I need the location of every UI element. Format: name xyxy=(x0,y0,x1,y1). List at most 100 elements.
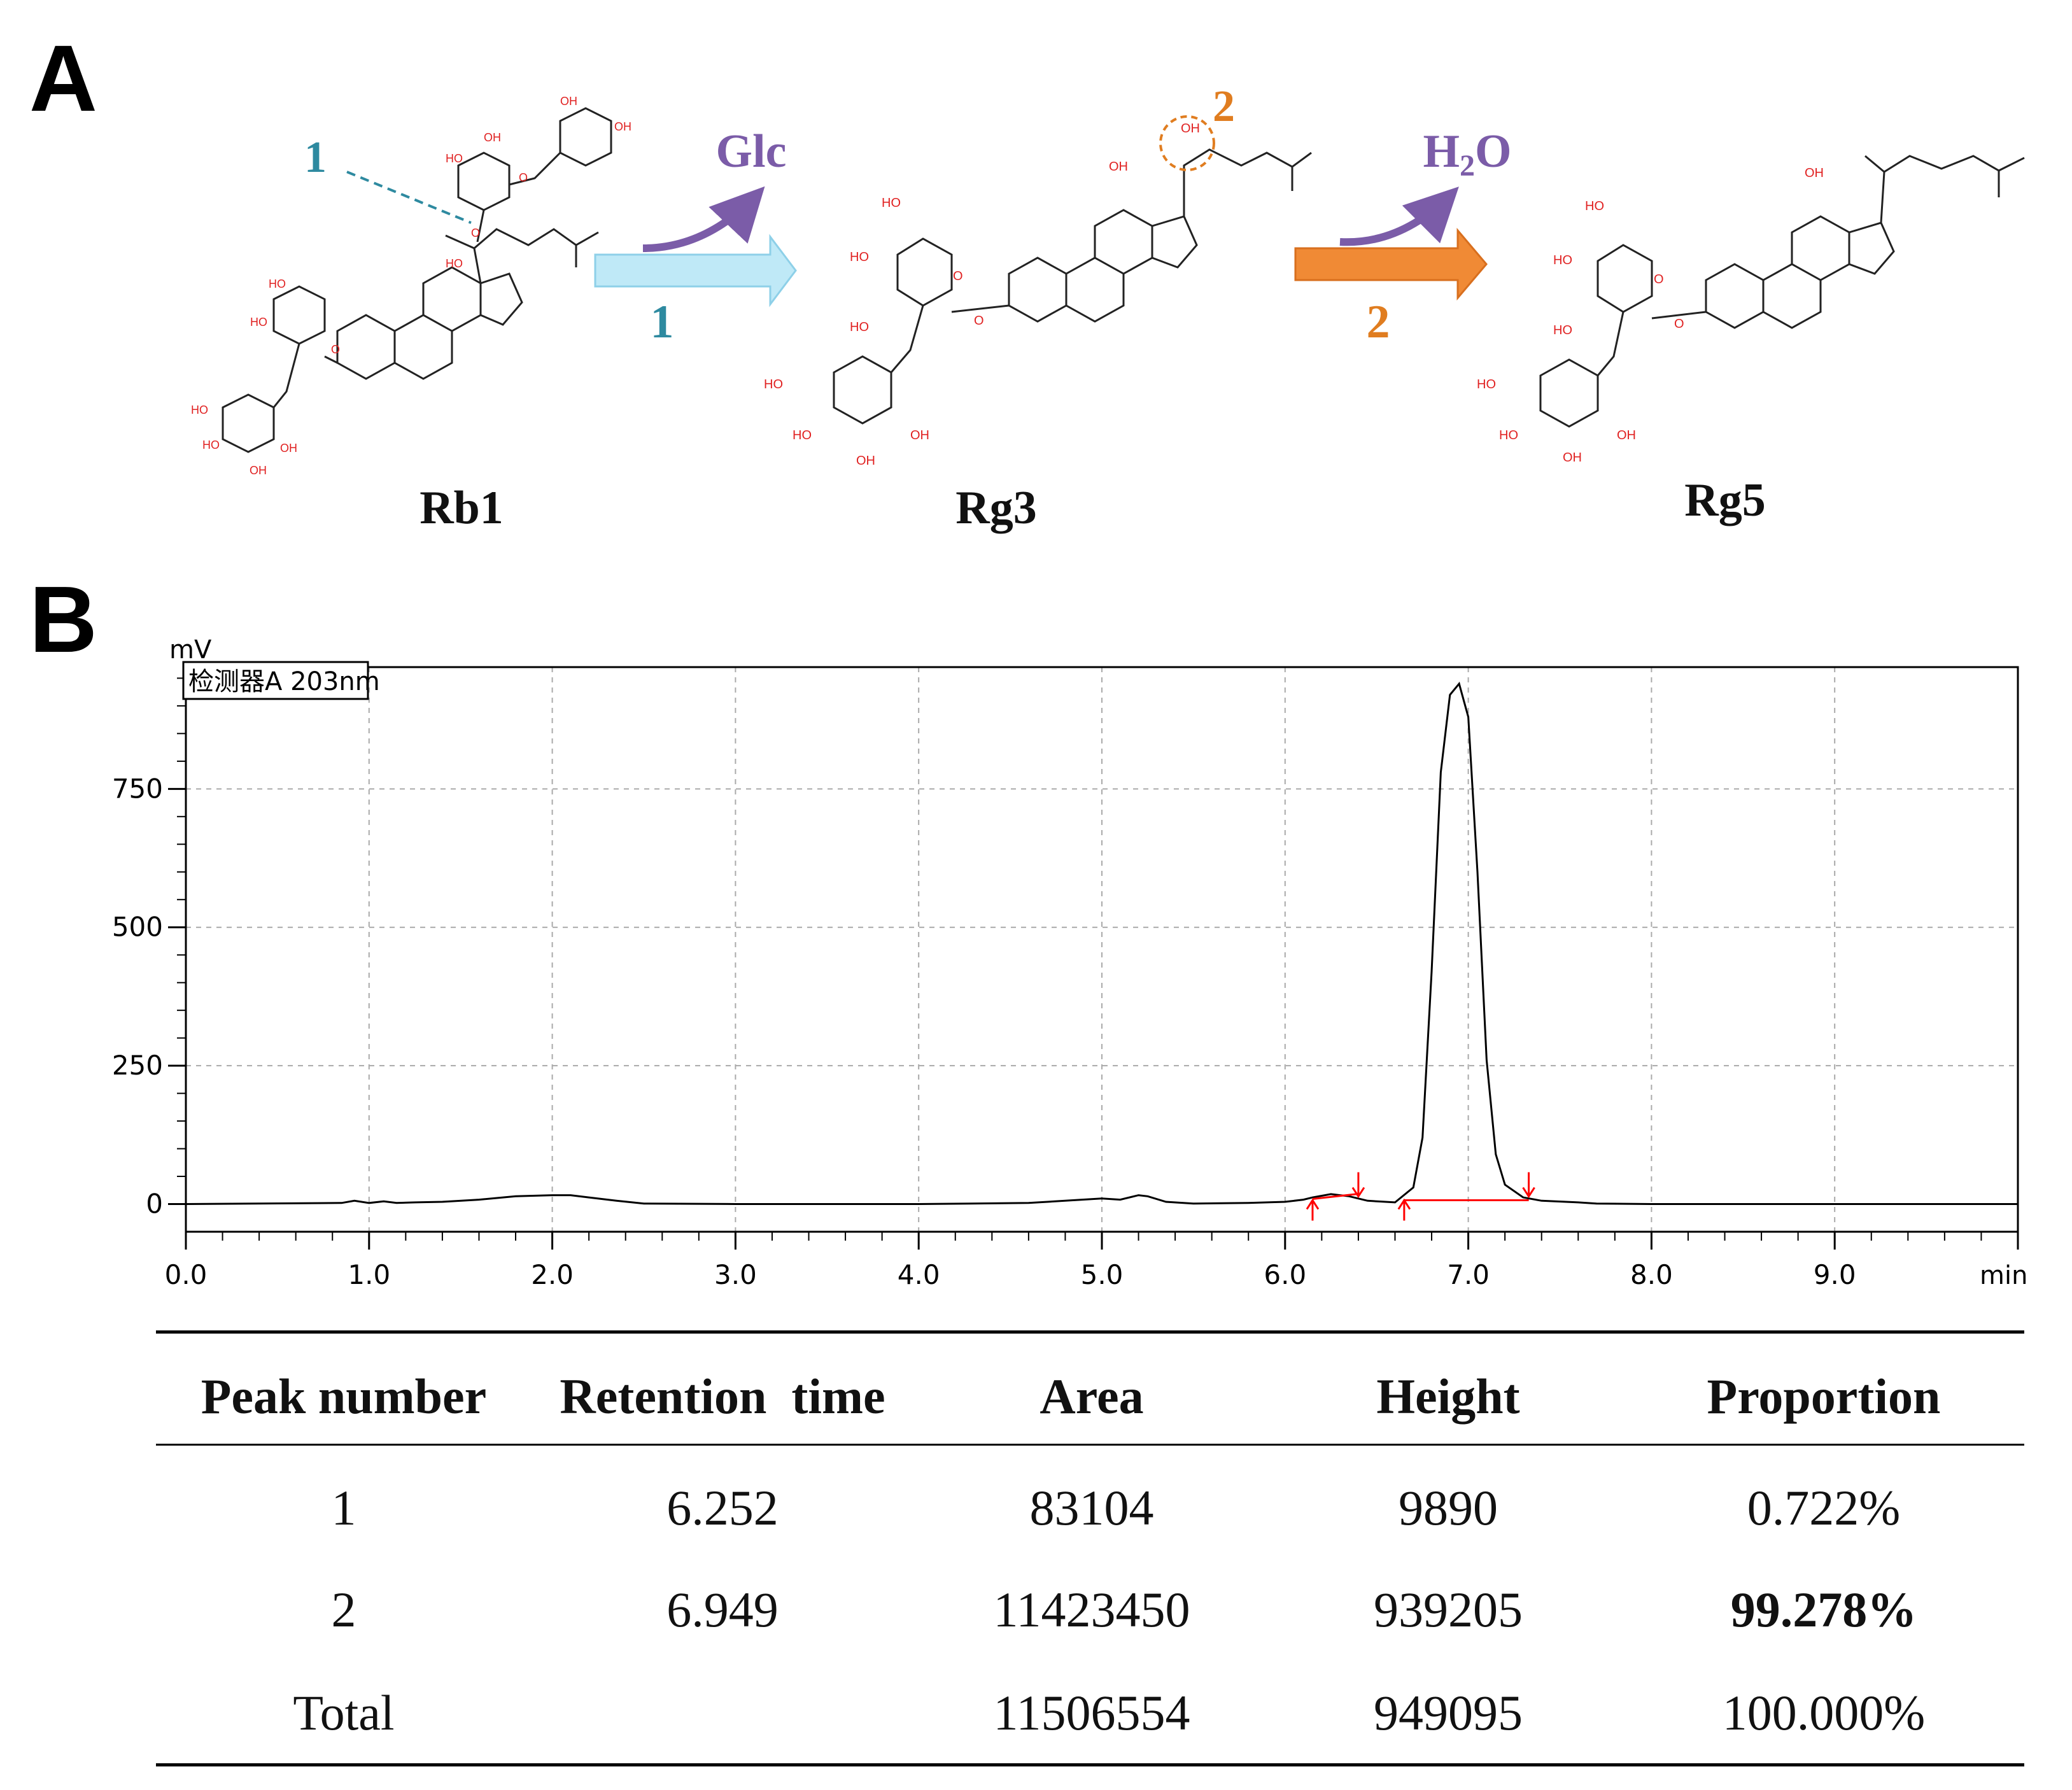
reaction-arrow-2 xyxy=(1294,227,1488,301)
x-tick-label: 9.0 xyxy=(1814,1259,1856,1290)
reaction-step-1-label: 1 xyxy=(651,296,674,348)
header-area: Area xyxy=(1040,1369,1144,1424)
rg3-oxygen-labels: HO HO HO O O HO HO OH OH OH OH xyxy=(764,122,1200,468)
site-1-marker: 1 xyxy=(304,133,327,182)
x-tick-label: 3.0 xyxy=(714,1259,757,1290)
svg-text:O: O xyxy=(974,314,984,328)
svg-text:OH: OH xyxy=(560,95,577,108)
integration-arrowhead xyxy=(1522,1187,1535,1199)
svg-text:OH: OH xyxy=(1617,428,1636,442)
compound-name-rg5: Rg5 xyxy=(1684,474,1765,526)
svg-text:O: O xyxy=(471,227,480,239)
svg-text:OH: OH xyxy=(1805,166,1824,180)
rg5-structure xyxy=(1539,155,2025,428)
header-height: Height xyxy=(1376,1369,1520,1424)
svg-text:HO: HO xyxy=(202,439,220,451)
svg-text:OH: OH xyxy=(484,131,501,144)
svg-text:OH: OH xyxy=(1109,160,1128,174)
svg-text:OH: OH xyxy=(614,120,631,133)
total-area: 11506554 xyxy=(993,1685,1190,1740)
table-bottom-rule xyxy=(156,1763,2024,1766)
reaction-arrow-1 xyxy=(594,234,797,307)
svg-text:HO: HO xyxy=(1499,428,1518,442)
svg-text:HO: HO xyxy=(793,428,812,442)
glc-release-arrow xyxy=(642,186,765,252)
y-tick-label: 500 xyxy=(112,912,163,943)
detector-label-box xyxy=(182,661,369,700)
svg-text:OH: OH xyxy=(250,464,267,477)
reaction-scheme: HO HO O HO HO OH OH HO HO OH OH OH O O 1 HO HO HO O… xyxy=(191,82,2025,534)
svg-text:O: O xyxy=(331,343,340,356)
row2-height: 939205 xyxy=(1374,1582,1523,1637)
svg-text:OH: OH xyxy=(1181,122,1200,136)
row2-proportion: 99.278% xyxy=(1730,1582,1917,1637)
compound-name-rg3: Rg3 xyxy=(955,482,1036,534)
svg-text:HO: HO xyxy=(446,257,463,270)
svg-text:O: O xyxy=(1654,272,1664,286)
svg-text:HO: HO xyxy=(850,320,869,334)
header-retention-time: Retention time xyxy=(560,1369,885,1424)
header-proportion: Proportion xyxy=(1707,1369,1941,1424)
svg-text:OH: OH xyxy=(1563,451,1582,465)
grid-lines xyxy=(186,667,2018,1232)
row1-proportion: 0.722% xyxy=(1747,1480,1901,1535)
x-tick-label: 0.0 xyxy=(165,1259,208,1290)
svg-text:OH: OH xyxy=(280,442,297,455)
y-tick-label: 250 xyxy=(112,1050,163,1081)
table-header-rule xyxy=(156,1444,2024,1446)
row1-peak-number: 1 xyxy=(331,1480,356,1535)
site-2-marker: 2 xyxy=(1213,82,1235,131)
svg-text:OH: OH xyxy=(910,428,929,442)
row2-area: 11423450 xyxy=(993,1582,1190,1637)
svg-text:HO: HO xyxy=(850,250,869,264)
x-axis-unit: min xyxy=(1980,1261,2027,1290)
integration-arrowhead xyxy=(1306,1198,1320,1210)
chromatogram-trace xyxy=(185,681,2018,1205)
x-tick-label: 2.0 xyxy=(531,1259,574,1290)
rb1-structure xyxy=(222,107,612,453)
integration-arrowhead xyxy=(1351,1187,1365,1199)
total-label: Total xyxy=(293,1685,395,1740)
y-tick-label: 0 xyxy=(146,1188,163,1220)
row1-height: 9890 xyxy=(1399,1480,1498,1535)
byproduct-h2o-label: H2O xyxy=(1423,125,1511,183)
byproduct-glc-label: Glc xyxy=(716,125,787,178)
svg-text:HO: HO xyxy=(191,404,208,416)
svg-text:HO: HO xyxy=(882,196,901,210)
svg-text:HO: HO xyxy=(446,152,463,165)
svg-text:HO: HO xyxy=(1553,323,1572,337)
integration-markers xyxy=(1306,1172,1535,1221)
row2-peak-number: 2 xyxy=(331,1582,356,1637)
x-tick-label: 8.0 xyxy=(1630,1259,1673,1290)
x-tick-label: 1.0 xyxy=(348,1259,390,1290)
panel-a-label: A xyxy=(29,26,97,131)
svg-text:O: O xyxy=(1674,317,1684,331)
chromatogram: 0.0 1.0 2.0 3.0 4.0 5.0 6.0 7.0 8.0 9.0 0 250 500 75… xyxy=(112,635,2028,1290)
table-top-rule xyxy=(156,1330,2024,1334)
svg-text:HO: HO xyxy=(1585,199,1604,213)
x-tick-label: 5.0 xyxy=(1081,1259,1124,1290)
h2o-release-arrow xyxy=(1339,187,1459,246)
panel-b-label: B xyxy=(29,567,97,672)
svg-text:HO: HO xyxy=(269,278,286,290)
site-1-pointer xyxy=(346,171,472,224)
y-axis-unit: mV xyxy=(169,635,212,665)
x-axis-ticks: 0.0 1.0 2.0 3.0 4.0 5.0 6.0 7.0 8.0 9.0 xyxy=(165,1230,2019,1290)
svg-text:HO: HO xyxy=(764,377,783,391)
site-2-circle xyxy=(1159,115,1215,171)
rb1-oxygen-labels: HO HO O HO HO OH OH HO HO OH OH OH O O xyxy=(191,95,631,477)
peak1-baseline xyxy=(1312,1193,1359,1201)
svg-text:HO: HO xyxy=(250,316,267,328)
row1-retention-time: 6.252 xyxy=(666,1480,779,1535)
svg-text:OH: OH xyxy=(856,454,875,468)
rg3-structure xyxy=(833,148,1312,425)
total-proportion: 100.000% xyxy=(1722,1685,1926,1740)
x-tick-label: 6.0 xyxy=(1264,1259,1306,1290)
svg-text:O: O xyxy=(519,171,528,184)
svg-text:O: O xyxy=(953,269,963,283)
total-height: 949095 xyxy=(1374,1685,1523,1740)
integration-arrowhead xyxy=(1397,1198,1411,1210)
reaction-step-2-label: 2 xyxy=(1367,296,1390,348)
detector-label: 检测器A 203nm xyxy=(188,667,380,696)
row1-area: 83104 xyxy=(1029,1480,1154,1535)
